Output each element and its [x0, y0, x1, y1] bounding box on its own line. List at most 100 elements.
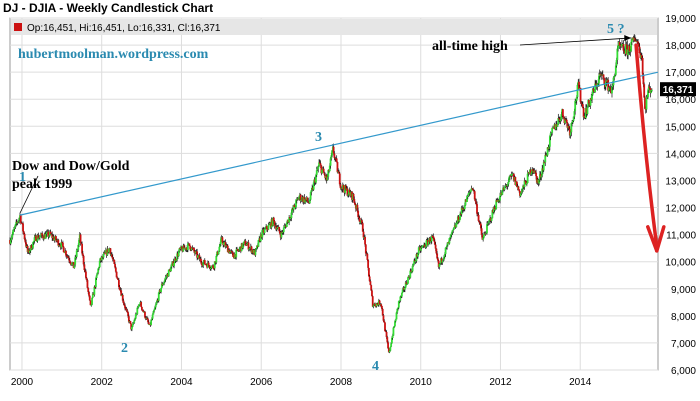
- candle-body: [95, 275, 98, 279]
- candle-body: [205, 264, 208, 266]
- candle-body: [548, 146, 551, 150]
- candle-body: [293, 205, 296, 208]
- y-tick-label: 12,000: [665, 204, 696, 215]
- candle-body: [18, 218, 21, 221]
- candle-body: [52, 236, 55, 241]
- candle-body: [329, 158, 332, 166]
- candle-body: [266, 229, 269, 231]
- candle-body: [629, 50, 632, 53]
- candle-body: [348, 189, 351, 193]
- candle-body: [621, 44, 623, 47]
- all-time-high-arrowhead: [624, 34, 632, 41]
- candle-body: [422, 245, 425, 247]
- candle-body: [250, 246, 253, 253]
- candle-body: [19, 215, 22, 223]
- candle-body: [23, 233, 26, 240]
- candle-body: [551, 127, 554, 133]
- candle-body: [616, 48, 619, 61]
- candle-body: [137, 306, 139, 308]
- candle-body: [285, 222, 288, 227]
- candle-body: [86, 280, 89, 288]
- last-price-label: 16,371: [663, 85, 694, 96]
- candle-body: [134, 318, 136, 321]
- candle-body: [630, 41, 633, 51]
- candle-body: [400, 292, 403, 297]
- candle-body: [459, 213, 462, 220]
- candle-body: [188, 243, 191, 246]
- candle-body: [210, 265, 213, 269]
- candle-body: [332, 146, 335, 154]
- candle-body: [466, 196, 469, 198]
- candle-body: [336, 162, 339, 173]
- candle-body: [499, 195, 501, 201]
- candle-body: [522, 185, 524, 189]
- candle-body: [80, 242, 83, 244]
- candle-body: [570, 123, 573, 133]
- candle-body: [457, 216, 460, 222]
- candle-body: [15, 221, 18, 225]
- candle-body: [412, 264, 415, 266]
- candle-body: [607, 79, 610, 91]
- candle-body: [114, 267, 117, 272]
- candle-body: [523, 180, 526, 188]
- candle-body: [215, 255, 218, 263]
- candle-body: [94, 278, 97, 288]
- candle-body: [328, 165, 331, 172]
- candle-body: [288, 217, 291, 223]
- candle-body: [529, 169, 532, 175]
- candle-body: [77, 244, 80, 250]
- candle-body: [39, 235, 42, 237]
- x-tick-label: 2002: [91, 377, 114, 388]
- candle-body: [437, 260, 440, 268]
- candle-body: [117, 280, 120, 287]
- candle-body: [244, 240, 247, 246]
- candle-body: [439, 263, 442, 265]
- candle-body: [125, 308, 128, 311]
- wave-1-label: 1: [19, 170, 26, 185]
- candle-body: [218, 246, 221, 252]
- candle-body: [318, 162, 320, 167]
- candle-body: [357, 210, 360, 218]
- candle-body: [469, 191, 472, 193]
- candle-body: [526, 173, 529, 184]
- candle-body: [79, 234, 82, 243]
- candle-body: [543, 162, 546, 164]
- candle-body: [87, 287, 90, 292]
- candle-body: [532, 169, 534, 171]
- candle-body: [327, 169, 330, 177]
- candle-body: [91, 297, 93, 305]
- candle-body: [421, 246, 424, 248]
- candle-body: [308, 199, 311, 204]
- candle-body: [261, 230, 264, 238]
- candle-body: [358, 217, 360, 219]
- candle-body: [152, 311, 155, 315]
- x-tick-label: 2008: [330, 377, 353, 388]
- candles: [9, 34, 653, 354]
- candle-body: [390, 343, 393, 347]
- candle-body: [429, 238, 432, 243]
- candle-body: [282, 232, 284, 234]
- candle-body: [434, 244, 437, 249]
- candle-body: [153, 309, 156, 312]
- candle-body: [187, 243, 189, 251]
- candle-body: [367, 259, 370, 268]
- candle-body: [514, 177, 517, 185]
- candle-body: [622, 44, 625, 51]
- candle-body: [384, 322, 386, 332]
- candle-body: [91, 293, 94, 298]
- candle-body: [191, 247, 194, 249]
- candle-body: [568, 125, 570, 129]
- candle-body: [104, 252, 106, 254]
- candle-body: [370, 285, 373, 291]
- candle-body: [264, 228, 267, 230]
- candle-body: [548, 136, 551, 147]
- candle-body: [401, 289, 404, 293]
- candle-body: [407, 277, 409, 284]
- x-tick-label: 2012: [489, 377, 512, 388]
- candle-body: [101, 256, 103, 261]
- candle-body: [576, 84, 579, 98]
- candle-body: [490, 218, 493, 221]
- candle-body: [231, 251, 234, 253]
- candle-body: [312, 182, 315, 190]
- candle-body: [586, 107, 589, 115]
